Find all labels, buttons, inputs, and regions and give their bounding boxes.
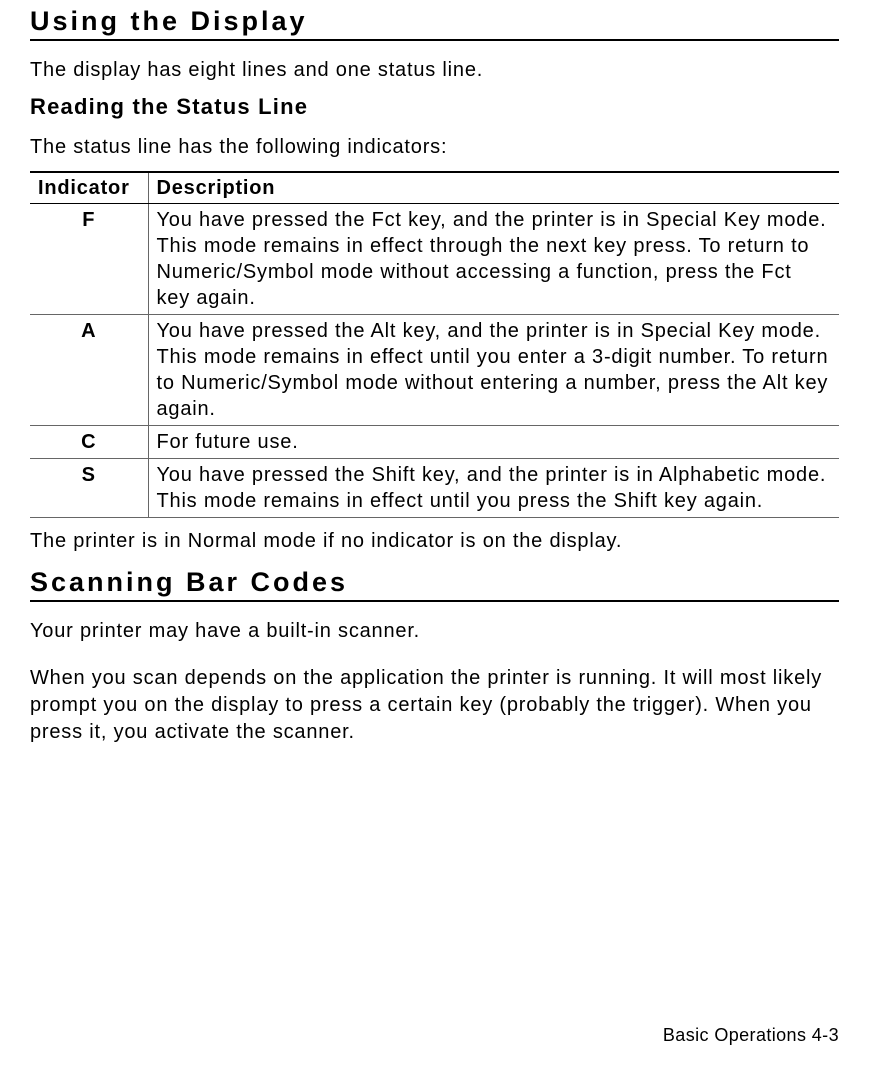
section-rule	[30, 39, 839, 41]
section-heading-scanning: Scanning Bar Codes	[30, 567, 839, 598]
description-cell: You have pressed the Shift key, and the …	[148, 459, 839, 518]
page-footer: Basic Operations 4-3	[663, 1025, 839, 1046]
intro-text: The display has eight lines and one stat…	[30, 57, 839, 84]
indicator-cell: F	[30, 204, 148, 315]
table-footnote: The printer is in Normal mode if no indi…	[30, 528, 839, 555]
subintro-text: The status line has the following indica…	[30, 134, 839, 161]
table-row: C For future use.	[30, 426, 839, 459]
description-cell: For future use.	[148, 426, 839, 459]
table-header-description: Description	[148, 172, 839, 204]
table-header-indicator: Indicator	[30, 172, 148, 204]
table-header-row: Indicator Description	[30, 172, 839, 204]
table-row: F You have pressed the Fct key, and the …	[30, 204, 839, 315]
section-rule	[30, 600, 839, 602]
indicator-cell: S	[30, 459, 148, 518]
description-cell: You have pressed the Alt key, and the pr…	[148, 315, 839, 426]
table-row: S You have pressed the Shift key, and th…	[30, 459, 839, 518]
table-row: A You have pressed the Alt key, and the …	[30, 315, 839, 426]
section-heading-display: Using the Display	[30, 6, 839, 37]
scanning-p1: Your printer may have a built-in scanner…	[30, 618, 839, 645]
indicator-cell: A	[30, 315, 148, 426]
scanning-p2: When you scan depends on the application…	[30, 665, 839, 746]
description-cell: You have pressed the Fct key, and the pr…	[148, 204, 839, 315]
indicator-table: Indicator Description F You have pressed…	[30, 171, 839, 518]
sub-heading-status-line: Reading the Status Line	[30, 94, 839, 120]
indicator-cell: C	[30, 426, 148, 459]
